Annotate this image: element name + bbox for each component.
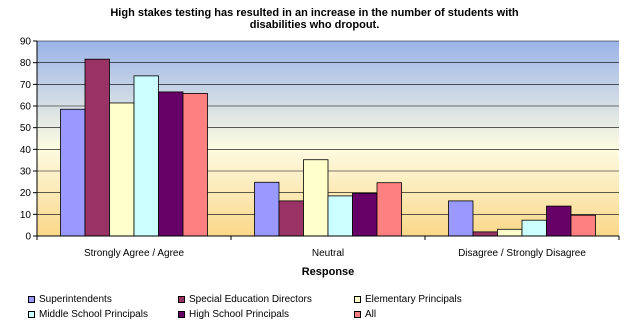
x-tick-label: Disagree / Strongly Disagree [458,248,586,259]
bar [158,91,184,237]
legend-label: Middle School Principals [39,309,148,320]
bar [133,75,159,237]
y-tick-label: 90 [20,37,32,48]
legend-swatch [178,296,185,303]
bar [352,192,378,237]
legend-label: Elementary Principals [365,294,462,305]
bar [60,108,86,237]
y-tick-label: 10 [20,210,32,221]
bar [497,228,523,237]
bar [521,219,547,237]
bar [570,214,596,237]
legend-label: All [365,309,377,320]
bar [376,182,402,237]
bar [472,231,498,237]
y-tick-label: 60 [20,102,32,113]
y-tick-label: 20 [20,188,32,199]
bar [84,58,110,237]
legend-swatch [28,311,35,318]
y-tick-label: 50 [20,123,32,134]
chart-title-line-2: disabilities who dropout. [249,19,380,31]
legend-label: Special Education Directors [189,294,312,305]
legend-swatch [354,296,361,303]
y-tick-label: 80 [20,58,32,69]
legend-swatch [178,311,185,318]
y-tick-label: 70 [20,80,32,91]
y-tick-label: 40 [20,145,32,156]
legend: Superintendents Special Education Directo… [28,293,618,327]
y-tick-label: 30 [20,167,32,178]
y-tick-label: 0 [25,232,31,243]
bar [109,102,135,237]
legend-label: Superintendents [39,294,112,305]
legend-swatch [354,311,361,318]
legend-label: High School Principals [189,309,290,320]
bar [546,205,572,237]
plot-area-svg: 0 10 20 30 40 50 60 70 80 90 Strongly Agree / Agre… [20,37,620,278]
bar [303,159,329,237]
bar [254,181,280,237]
x-tick-label: Neutral [312,248,344,259]
bar [448,200,474,237]
bar [327,195,353,237]
bar [182,93,208,237]
legend-swatch [28,296,35,303]
x-axis-title: Response [302,266,355,278]
bar [278,200,304,237]
x-tick-label: Strongly Agree / Agree [84,248,185,259]
chart-title-line-1: High stakes testing has resulted in an i… [110,7,519,19]
